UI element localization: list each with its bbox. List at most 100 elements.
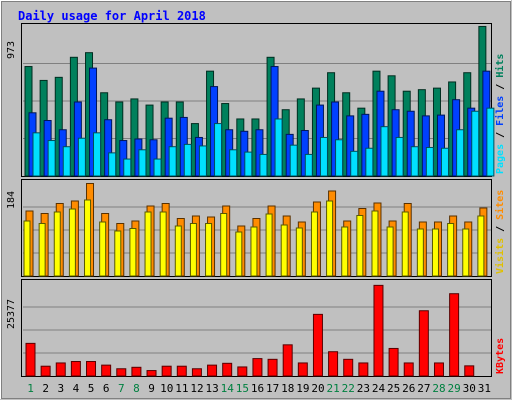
kbytes-kbytes-bar [40, 365, 51, 377]
visits-visits-bar [341, 226, 349, 277]
visits-visits-bar [99, 221, 107, 277]
kbytes-kbytes-bar [297, 362, 308, 377]
visits-visits-bar [144, 211, 152, 277]
visits-visits-bar [68, 208, 76, 277]
day-label: 28 [432, 382, 445, 395]
day-label: 15 [236, 382, 249, 395]
kbytes-kbytes-bar [207, 364, 218, 377]
requests-pages-bar [214, 123, 223, 177]
visits-visits-bar [477, 215, 485, 277]
requests-pages-bar [229, 149, 238, 177]
day-label: 29 [448, 382, 461, 395]
kbytes-kbytes-bar [222, 362, 233, 377]
day-label: 10 [160, 382, 173, 395]
visits-legend-sites: Sites [494, 190, 506, 220]
visits-visits-bar [220, 213, 228, 277]
kbytes-kbytes-bar [343, 358, 354, 377]
day-label: 22 [342, 382, 355, 395]
requests-pages-bar [153, 158, 162, 177]
kbytes-axis-max-label: 25377 [6, 299, 17, 329]
visits-visits-bar [84, 199, 92, 277]
kbytes-kbytes-bar [131, 366, 142, 377]
kbytes-kbytes-bar [464, 365, 475, 377]
kbytes-legend: KBytes [495, 338, 506, 374]
requests-pages-bar [274, 118, 283, 177]
requests-legend-separator: / [495, 78, 506, 96]
kbytes-kbytes-bar [237, 366, 248, 377]
requests-pages-bar [77, 137, 86, 177]
day-label: 2 [42, 382, 49, 395]
visits-visits-bar [235, 231, 243, 277]
requests-axis-max-label: 973 [6, 41, 17, 59]
visits-visits-bar [386, 226, 394, 277]
kbytes-kbytes-bar [373, 284, 384, 377]
visits-visits-bar [447, 223, 455, 277]
day-label: 6 [103, 382, 110, 395]
visits-visits-bar [280, 224, 288, 277]
requests-pages-bar [380, 126, 389, 177]
visits-visits-bar [462, 228, 470, 277]
requests-pages-bar [108, 152, 117, 177]
visits-visits-bar [129, 228, 137, 277]
day-label: 24 [372, 382, 386, 395]
requests-pages-bar [259, 153, 268, 177]
kbytes-kbytes-bar [267, 358, 278, 377]
visits-visits-bar [53, 211, 61, 277]
requests-pages-bar [365, 147, 374, 177]
day-label: 5 [88, 382, 95, 395]
requests-pages-bar [350, 150, 359, 177]
visits-visits-bar [431, 228, 439, 277]
kbytes-kbytes-bar [328, 351, 339, 377]
day-label: 21 [327, 382, 340, 395]
kbytes-kbytes-bar [176, 365, 187, 377]
kbytes-kbytes-bar [433, 362, 444, 377]
requests-pages-bar [138, 149, 147, 177]
kbytes-kbytes-bar [191, 368, 202, 377]
requests-pages-bar [123, 158, 132, 177]
kbytes-kbytes-bar [25, 342, 36, 377]
kbytes-kbytes-bar [403, 362, 414, 377]
visits-visits-bar [295, 227, 303, 277]
day-label: 26 [402, 382, 415, 395]
day-label: 17 [266, 382, 279, 395]
day-label: 30 [463, 382, 476, 395]
requests-legend-pages: Pages [495, 144, 506, 174]
visits-visits-bar [356, 215, 364, 277]
visits-legend-separator: / [495, 220, 506, 238]
day-label: 4 [73, 382, 80, 395]
requests-pages-bar [335, 139, 344, 177]
day-label: 18 [281, 382, 294, 395]
kbytes-kbytes-bar [358, 362, 369, 377]
requests-pages-bar [183, 143, 192, 177]
day-label: 12 [190, 382, 203, 395]
day-label: 20 [311, 382, 324, 395]
visits-axis-max-label: 184 [6, 191, 17, 209]
day-label: 13 [205, 382, 218, 395]
kbytes-kbytes-bar [418, 310, 429, 377]
visits-visits-bar [38, 223, 46, 277]
requests-pages-bar [471, 110, 480, 177]
bars [23, 25, 495, 377]
requests-pages-bar [289, 144, 298, 177]
day-label: 9 [148, 382, 155, 395]
day-label: 7 [118, 382, 125, 395]
requests-pages-bar [32, 132, 41, 177]
requests-legend-files: Files [494, 96, 506, 126]
kbytes-kbytes-bar [312, 313, 323, 377]
kbytes-kbytes-bar [146, 370, 157, 377]
kbytes-kbytes-bar [116, 368, 127, 377]
kbytes-legend-kbytes: KBytes [495, 338, 506, 374]
chart-title: Daily usage for April 2018 [18, 9, 206, 23]
kbytes-kbytes-bar [282, 344, 293, 377]
requests-pages-bar [62, 146, 71, 177]
visits-visits-bar [310, 211, 318, 277]
requests-pages-bar [198, 145, 207, 177]
day-label: 23 [357, 382, 370, 395]
visits-visits-bar [23, 220, 31, 277]
requests-pages-bar [456, 129, 465, 177]
day-label: 11 [175, 382, 188, 395]
visits-legend: Visits / Sites [494, 190, 506, 274]
day-label: 3 [58, 382, 65, 395]
